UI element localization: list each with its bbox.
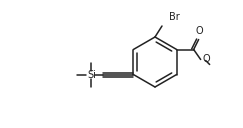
Text: O: O: [203, 55, 210, 65]
Text: Br: Br: [169, 12, 180, 22]
Text: Si: Si: [87, 70, 96, 79]
Text: O: O: [196, 25, 203, 35]
